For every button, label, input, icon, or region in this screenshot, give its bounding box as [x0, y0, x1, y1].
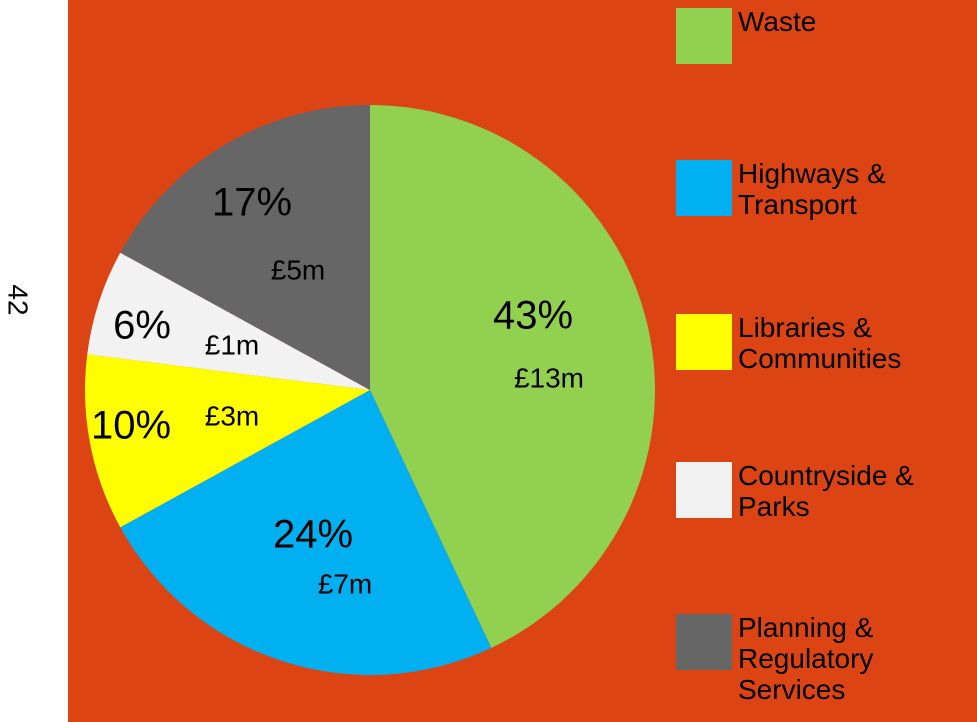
legend-label: Planning & Regulatory Services [738, 612, 874, 705]
legend-swatch [676, 614, 732, 670]
percent-label: 6% [113, 304, 171, 348]
percent-label: 10% [91, 404, 171, 448]
legend-swatch [676, 462, 732, 518]
amount-label: £7m [318, 568, 372, 599]
legend-swatch [676, 160, 732, 216]
percent-label: 24% [273, 513, 353, 557]
amount-label: £5m [271, 254, 325, 285]
amount-label: £13m [514, 362, 584, 393]
pie-slice [120, 390, 492, 676]
legend-item: Countryside & Parks [738, 460, 914, 522]
page-number: 42 [3, 284, 34, 315]
amount-label: £3m [205, 400, 259, 431]
legend-swatch [676, 314, 732, 370]
legend-label: Countryside & Parks [738, 460, 914, 522]
legend-item: Libraries & Communities [738, 312, 902, 374]
pie-slice [370, 105, 655, 648]
legend-item: Highways & Transport [738, 158, 886, 220]
legend-label: Libraries & Communities [738, 312, 902, 374]
pie-slice [85, 354, 371, 528]
legend-item: Waste [738, 6, 817, 37]
legend-label: Waste [738, 6, 817, 37]
pie-slice [87, 252, 370, 390]
pie-slice [120, 105, 370, 390]
percent-label: 43% [493, 294, 573, 338]
amount-label: £1m [205, 329, 259, 360]
legend-swatch [676, 8, 732, 64]
legend-label: Highways & Transport [738, 158, 886, 220]
legend-item: Planning & Regulatory Services [738, 612, 874, 705]
percent-label: 17% [212, 181, 292, 225]
